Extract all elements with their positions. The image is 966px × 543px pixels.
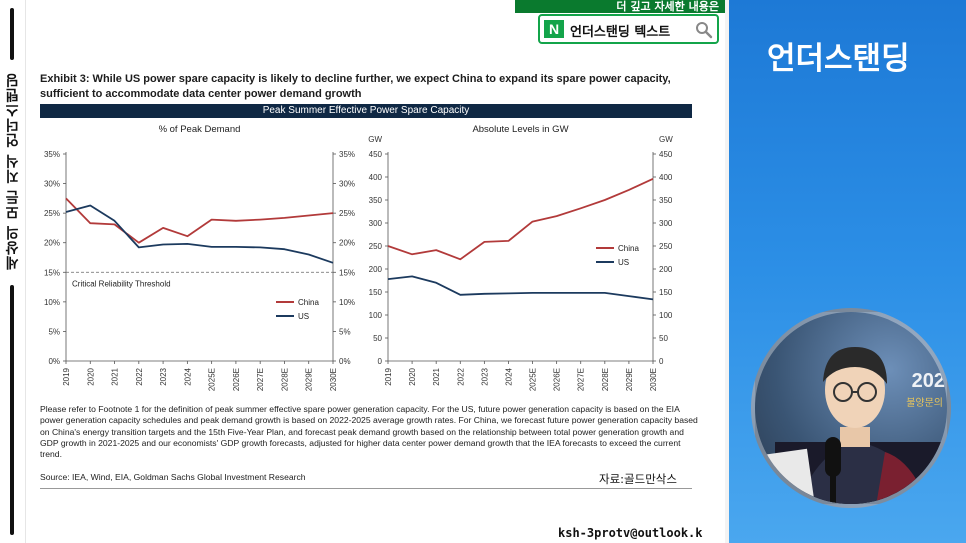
chart1-ytick-label-right: 0%	[339, 357, 351, 366]
chart1-series-us	[65, 204, 334, 264]
document-area: Exhibit 3: While US power spare capacity…	[26, 0, 725, 543]
chart1-ytick-label-right: 15%	[339, 268, 355, 277]
chart1-ytick-label-right: 20%	[339, 239, 355, 248]
chart1-xtick-label: 2023	[159, 367, 168, 385]
chart1-series-china	[65, 197, 334, 244]
chart2-ytick-label-right: 300	[659, 219, 673, 228]
chart1-ytick-label-left: 25%	[44, 209, 60, 218]
search-icon[interactable]	[695, 21, 713, 39]
chart2-ytick-label-right: 400	[659, 173, 673, 182]
chart1-ytick-label-left: 35%	[44, 150, 60, 159]
chart1-xtick-label: 2019	[62, 367, 71, 385]
sidebar-top-bar	[10, 8, 14, 60]
banner-label: 언더스탠딩 텍스트	[570, 25, 671, 40]
host-camera-circle: 202 불양문의	[751, 308, 951, 508]
chart2-ytick-label-left: 300	[369, 219, 383, 228]
chart2-unit-right: GW	[659, 135, 673, 144]
chart1-legend-label-china: China	[298, 298, 319, 307]
background-year-text: 202	[911, 370, 945, 392]
chart2-ytick-label-left: 50	[373, 334, 382, 343]
chart2-ytick-label-left: 200	[369, 265, 383, 274]
chart1-xtick-label: 2025E	[208, 368, 217, 391]
chart2-legend-label-china: China	[618, 244, 639, 253]
chart2-ytick-label-left: 450	[369, 150, 383, 159]
source-line: Source: IEA, Wind, EIA, Goldman Sachs Gl…	[40, 472, 306, 482]
chart2-xtick-label: 2026E	[553, 368, 562, 391]
sidebar-vertical-text: 세상의 모든 지식 언더스탠딩	[5, 72, 21, 270]
exhibit-footnote: Please refer to Footnote 1 for the defin…	[40, 404, 698, 460]
chart1-xtick-label: 2026E	[232, 368, 241, 391]
chart2-ytick-label-left: 150	[369, 288, 383, 297]
chart1-xtick-label: 2022	[135, 367, 144, 385]
chart2-xtick-label: 2029E	[625, 368, 634, 391]
chart2-xtick-label: 2025E	[529, 368, 538, 391]
chart-header-bar: Peak Summer Effective Power Spare Capaci…	[40, 104, 692, 118]
chart2-ytick-label-left: 250	[369, 242, 383, 251]
chart1-ytick-label-right: 5%	[339, 327, 351, 336]
chart2-unit-left: GW	[368, 135, 382, 144]
chart2-ytick-label-right: 100	[659, 311, 673, 320]
n-logo-icon: N	[544, 20, 564, 38]
chart1-xtick-label: 2021	[111, 367, 120, 385]
chart2-xtick-label: 2019	[384, 367, 393, 385]
chart2-ytick-label-left: 0	[378, 357, 383, 366]
chart1-ytick-label-right: 30%	[339, 180, 355, 189]
chart2-ytick-label-right: 150	[659, 288, 673, 297]
chart1-xtick-label: 2029E	[305, 368, 314, 391]
chart2-xtick-label: 2021	[432, 367, 441, 385]
banner-top-strip: 더 깊고 자세한 내용은	[515, 0, 725, 13]
contact-email: ksh-3protv@outlook.k	[558, 526, 703, 540]
chart1-ytick-label-left: 10%	[44, 298, 60, 307]
right-brand-panel: 언더스탠딩 202 불양문의	[725, 0, 966, 543]
chart1-title: % of Peak Demand	[159, 124, 241, 135]
chart2-xtick-label: 2020	[408, 367, 417, 385]
chart1-ytick-label-left: 0%	[48, 357, 60, 366]
chart2-ytick-label-left: 400	[369, 173, 383, 182]
chart1-ytick-label-left: 5%	[48, 327, 60, 336]
chart1-xtick-label: 2020	[86, 367, 95, 385]
exhibit-title: Exhibit 3: While US power spare capacity…	[40, 73, 671, 100]
chart2-xtick-label: 2030E	[649, 368, 658, 391]
chart2-xtick-label: 2027E	[577, 368, 586, 391]
brand-title: 언더스탠딩	[767, 41, 910, 77]
banner-search-box[interactable]: N 언더스탠딩 텍스트	[538, 14, 719, 44]
chart2-title: Absolute Levels in GW	[472, 124, 568, 135]
charts-svg: % of Peak Demand 0% 0% 5% 5% 10% 10% 15% 15% 20% 2…	[44, 124, 673, 391]
chart2-xtick-label: 2024	[504, 367, 513, 385]
chart1-ytick-label-right: 10%	[339, 298, 355, 307]
chart1-ytick-label-left: 20%	[44, 239, 60, 248]
chart2-series-china	[387, 177, 654, 261]
chart2-ytick-label-right: 250	[659, 242, 673, 251]
source-divider	[40, 488, 692, 489]
chart1-ytick-label-right: 25%	[339, 209, 355, 218]
chart1-ytick-label-right: 35%	[339, 150, 355, 159]
chart1-ytick-label-left: 15%	[44, 268, 60, 277]
chart1-xtick-label: 2028E	[280, 368, 289, 391]
chart2-ytick-label-right: 350	[659, 196, 673, 205]
sidebar-bottom-bar	[10, 285, 14, 535]
chart2-ytick-label-right: 0	[659, 357, 664, 366]
chart1-legend-label-us: US	[298, 312, 309, 321]
chart1-xtick-label: 2024	[183, 367, 192, 385]
chart2-ytick-label-left: 100	[369, 311, 383, 320]
chart1-xtick-label: 2030E	[329, 368, 338, 391]
left-sidebar-strip: 세상의 모든 지식 언더스탠딩	[0, 0, 26, 543]
chart2-ytick-label-right: 200	[659, 265, 673, 274]
chart2-xtick-label: 2023	[480, 367, 489, 385]
chart2-ytick-label-left: 350	[369, 196, 383, 205]
chart2-ytick-label-right: 50	[659, 334, 668, 343]
chart1-ytick-label-left: 30%	[44, 180, 60, 189]
background-sub-text: 불양문의	[906, 398, 943, 409]
chart2-ytick-label-right: 450	[659, 150, 673, 159]
chart2-legend-label-us: US	[618, 258, 629, 267]
chart2-series-us	[387, 275, 654, 301]
chart1-threshold-label: Critical Reliability Threshold	[72, 279, 171, 288]
source-credit: 자료:골드만삭스	[599, 472, 677, 486]
chart2-xtick-label: 2028E	[601, 368, 610, 391]
chart2-xtick-label: 2022	[456, 367, 465, 385]
host-figure	[762, 347, 947, 504]
chart1-xtick-label: 2027E	[256, 368, 265, 391]
